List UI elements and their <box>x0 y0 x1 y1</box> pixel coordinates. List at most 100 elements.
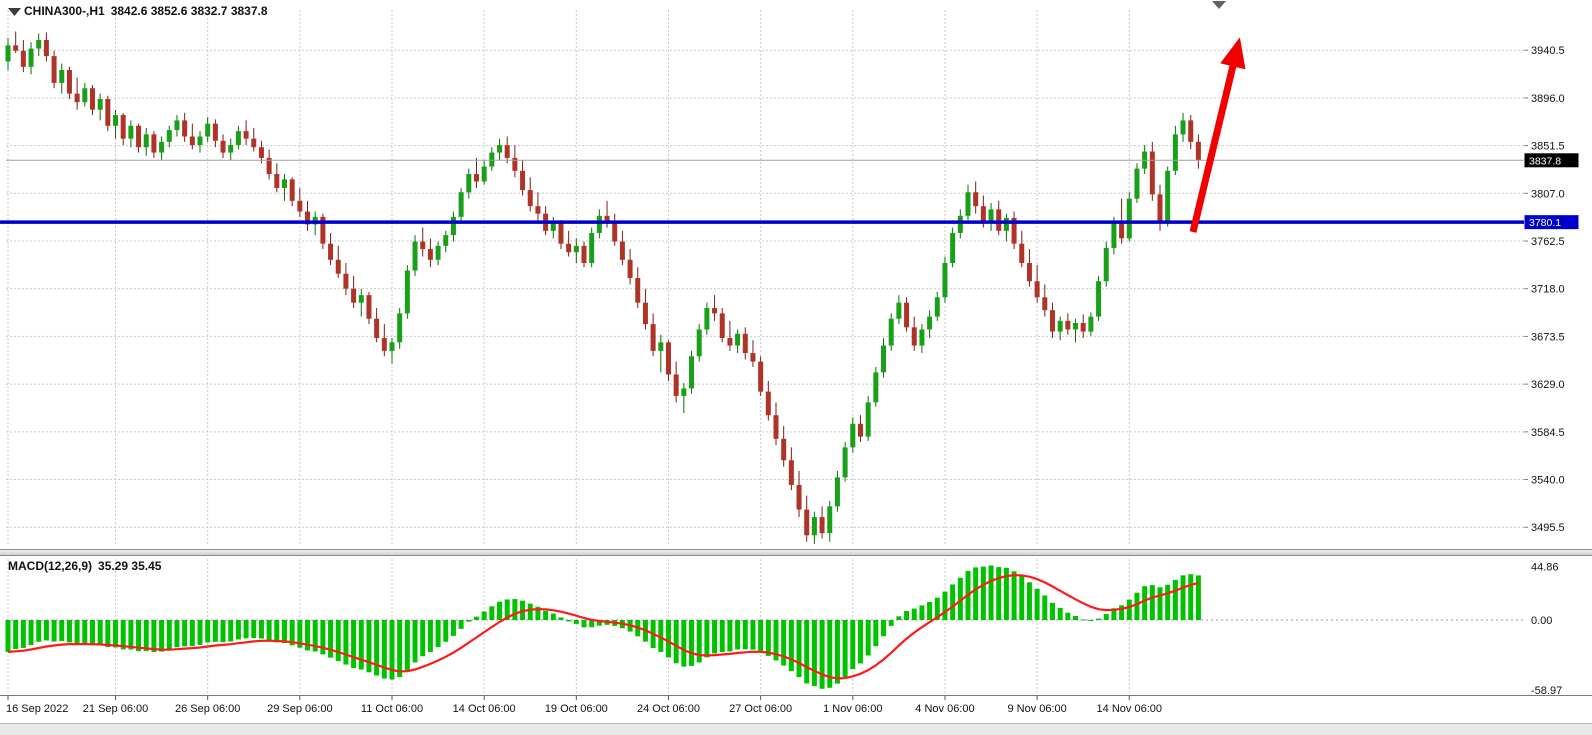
candle-body <box>89 88 95 110</box>
price-tick-label: 3851.5 <box>1531 141 1565 153</box>
candle-body <box>159 141 165 153</box>
candle-body <box>665 342 671 375</box>
candle-body <box>274 174 280 188</box>
ohlc-values: 3842.6 3852.6 3832.7 3837.8 <box>110 4 268 18</box>
time-tick-label[interactable]: 14 Nov 06:00 <box>1097 703 1162 715</box>
candle-body <box>20 50 26 67</box>
trend-arrow[interactable] <box>1189 37 1246 233</box>
price-tick-label: 3762.5 <box>1531 236 1565 248</box>
time-tick-label[interactable]: 19 Oct 06:00 <box>545 703 608 715</box>
candle-body <box>1080 323 1086 332</box>
time-tick-label[interactable]: 1 Nov 06:00 <box>823 703 882 715</box>
macd-signal-line <box>7 573 1199 680</box>
candle-body <box>973 192 979 207</box>
candle-body <box>374 318 380 339</box>
price-tick-label: 3673.5 <box>1531 331 1565 343</box>
candle-body <box>1111 222 1117 248</box>
candle-body <box>927 316 933 330</box>
time-scale[interactable] <box>0 696 1592 723</box>
candle-body <box>59 70 65 83</box>
macd-bar <box>1188 574 1194 620</box>
time-tick-label[interactable]: 27 Oct 06:00 <box>729 703 792 715</box>
time-tick-label[interactable]: 16 Sep 2022 <box>6 703 68 715</box>
candle-body <box>1088 316 1094 332</box>
candlestick-series <box>5 31 1201 544</box>
time-tick-label[interactable]: 29 Sep 06:00 <box>267 703 332 715</box>
time-tick-label[interactable]: 24 Oct 06:00 <box>637 703 700 715</box>
macd-bar <box>328 620 334 658</box>
candle-body <box>988 209 994 223</box>
time-tick-label[interactable]: 4 Nov 06:00 <box>915 703 974 715</box>
price-scale[interactable] <box>1524 0 1592 695</box>
candle-body <box>381 338 387 351</box>
chart-symbol-icon[interactable] <box>8 7 22 17</box>
candle-body <box>343 273 349 289</box>
macd-bar <box>934 597 940 620</box>
macd-bar <box>389 620 395 680</box>
price-tick-label: 3718.0 <box>1531 284 1565 296</box>
macd-bar <box>189 620 195 647</box>
candle-body <box>5 45 11 62</box>
macd-bar <box>558 617 564 620</box>
candle-body <box>136 125 142 148</box>
price-tick-label: 3629.0 <box>1531 379 1565 391</box>
scroll-position-marker[interactable] <box>1212 1 1226 9</box>
macd-bar <box>1057 607 1063 620</box>
time-tick-label[interactable]: 11 Oct 06:00 <box>361 703 423 715</box>
candle-body <box>658 342 664 351</box>
macd-bar <box>527 603 533 620</box>
macd-tick-label: 44.86 <box>1531 562 1559 574</box>
candle-body <box>950 232 956 263</box>
macd-bar <box>1034 588 1040 620</box>
time-tick-label[interactable]: 14 Oct 06:00 <box>453 703 516 715</box>
macd-bar <box>320 620 326 655</box>
macd-bar <box>1195 575 1201 620</box>
macd-bar <box>289 620 295 646</box>
panel-divider[interactable] <box>0 549 1592 556</box>
macd-histogram <box>5 565 1201 689</box>
macd-bar <box>773 620 779 661</box>
candle-body <box>481 166 487 182</box>
macd-bar <box>13 620 19 650</box>
candle-body <box>212 123 218 141</box>
candle-body <box>235 131 241 146</box>
macd-bar <box>750 620 756 650</box>
macd-bar <box>404 620 410 671</box>
macd-bar <box>596 620 602 626</box>
macd-bar <box>159 620 165 652</box>
candle-body <box>689 356 695 389</box>
candle-body <box>834 477 840 507</box>
price-scale-labels: 3940.5 3896.0 3851.5 3807.0 3762.5 3718.0 3673… <box>1524 45 1565 534</box>
candle-body <box>589 232 595 263</box>
candle-body <box>1034 281 1040 298</box>
macd-bar <box>97 620 103 646</box>
candle-body <box>113 115 119 126</box>
candle-body <box>773 415 779 439</box>
candle-body <box>120 115 126 139</box>
macd-bar <box>105 620 111 648</box>
macd-bar <box>1049 602 1055 620</box>
time-tick-label[interactable]: 9 Nov 06:00 <box>1007 703 1066 715</box>
macd-bar <box>128 620 134 650</box>
candle-body <box>942 262 948 298</box>
candle-body <box>258 147 264 158</box>
price-tick-label: 3584.5 <box>1531 427 1565 439</box>
candle-body <box>205 123 211 137</box>
time-tick-label[interactable]: 21 Sep 06:00 <box>83 703 148 715</box>
candle-body <box>804 509 810 536</box>
candle-body <box>1180 120 1186 135</box>
candle-body <box>750 353 756 362</box>
macd-bar <box>243 620 249 639</box>
macd-bar <box>66 620 72 643</box>
candle-body <box>612 222 618 242</box>
candle-body <box>627 259 633 278</box>
candle-body <box>1096 281 1102 317</box>
macd-bar <box>1126 599 1132 620</box>
macd-bar <box>220 620 226 643</box>
macd-bar <box>919 605 925 620</box>
bid-price-tag: 3837.8 <box>1524 153 1579 168</box>
macd-bar <box>420 620 426 657</box>
candle-body <box>712 308 718 314</box>
time-tick-label[interactable]: 26 Sep 06:00 <box>175 703 240 715</box>
